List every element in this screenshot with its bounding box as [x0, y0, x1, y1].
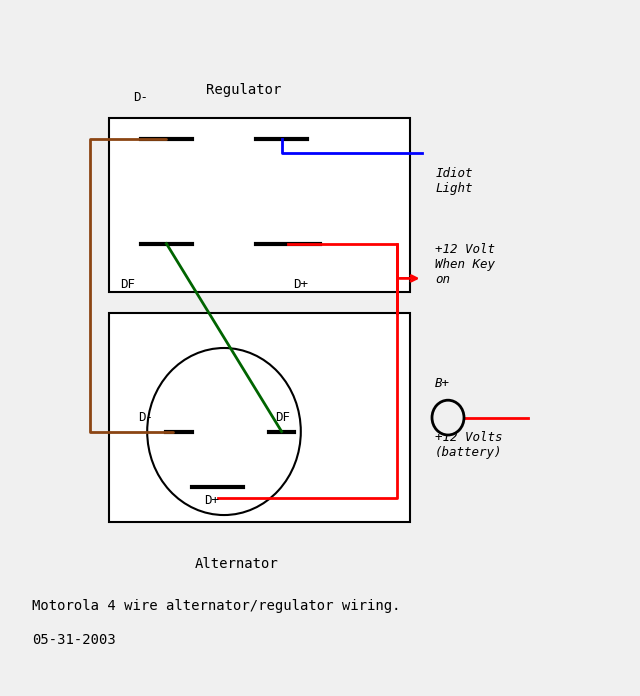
Text: DF: DF: [275, 411, 290, 424]
Text: B+: B+: [435, 377, 450, 390]
Text: Idiot
Light: Idiot Light: [435, 167, 473, 195]
Text: D-: D-: [139, 411, 154, 424]
Text: +12 Volts
(battery): +12 Volts (battery): [435, 432, 502, 459]
Text: Alternator: Alternator: [195, 557, 278, 571]
Text: D+: D+: [204, 494, 219, 507]
Text: D-: D-: [133, 91, 148, 104]
Circle shape: [147, 348, 301, 515]
Text: +12 Volt
When Key
on: +12 Volt When Key on: [435, 243, 495, 286]
Text: D+: D+: [293, 278, 308, 292]
Circle shape: [432, 400, 464, 435]
Text: DF: DF: [120, 278, 136, 292]
Text: Motorola 4 wire alternator/regulator wiring.: Motorola 4 wire alternator/regulator wir…: [32, 599, 401, 612]
Text: Regulator: Regulator: [205, 84, 281, 97]
Bar: [109, 313, 410, 522]
Text: 05-31-2003: 05-31-2003: [32, 633, 116, 647]
Bar: [109, 118, 410, 292]
